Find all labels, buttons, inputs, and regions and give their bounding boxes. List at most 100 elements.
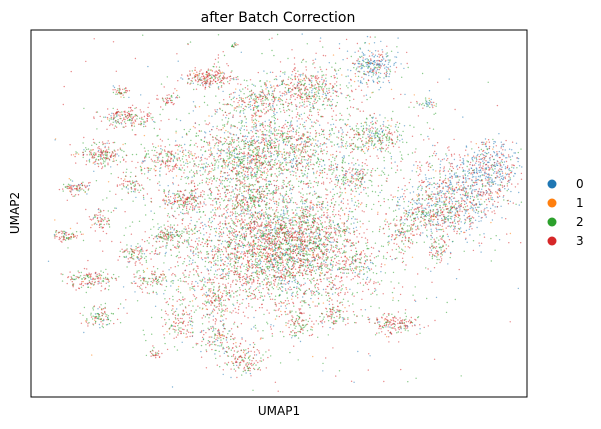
data-point <box>251 150 253 152</box>
data-point <box>303 173 305 175</box>
data-point <box>350 189 352 191</box>
data-point <box>245 230 247 233</box>
data-point <box>475 176 477 178</box>
data-point <box>222 143 224 145</box>
data-point <box>336 101 338 104</box>
data-point <box>318 247 321 250</box>
data-point <box>70 184 72 186</box>
data-point <box>363 181 366 183</box>
data-point <box>344 307 346 309</box>
data-point <box>374 135 376 137</box>
data-point <box>238 146 241 148</box>
data-point <box>342 177 344 179</box>
data-point <box>342 298 345 300</box>
data-point <box>265 156 267 158</box>
data-point <box>170 254 173 256</box>
data-point <box>427 181 429 183</box>
data-point <box>378 142 380 145</box>
data-point <box>280 163 282 166</box>
data-point <box>447 263 449 265</box>
data-point <box>261 212 263 215</box>
data-point <box>501 170 503 173</box>
data-point <box>359 174 361 176</box>
data-point <box>506 173 509 175</box>
data-point <box>383 319 386 321</box>
data-point <box>220 153 222 155</box>
data-point <box>202 168 205 170</box>
data-point <box>369 355 371 357</box>
data-point <box>270 192 273 194</box>
data-point <box>342 179 345 181</box>
data-point <box>490 185 493 187</box>
data-point <box>274 130 276 133</box>
data-point <box>297 283 299 285</box>
data-point <box>435 170 437 172</box>
data-point <box>158 227 160 229</box>
data-point <box>172 160 175 162</box>
data-point <box>300 113 302 116</box>
data-point <box>158 181 160 183</box>
data-point <box>388 136 391 138</box>
data-point <box>312 355 314 358</box>
data-point <box>55 233 57 235</box>
data-point <box>323 149 325 151</box>
data-point <box>133 125 136 127</box>
data-point <box>413 222 415 224</box>
data-point <box>217 257 219 259</box>
data-point <box>300 81 302 83</box>
data-point <box>234 213 236 215</box>
data-point <box>110 118 113 120</box>
data-point <box>184 226 186 228</box>
data-point <box>328 169 330 171</box>
data-point <box>417 186 419 189</box>
data-point <box>460 197 462 199</box>
data-point <box>272 192 274 194</box>
data-point <box>439 173 441 175</box>
data-point <box>208 226 211 228</box>
data-point <box>217 167 219 169</box>
data-point <box>312 301 314 303</box>
data-point <box>281 99 284 102</box>
data-point <box>410 239 413 241</box>
data-point <box>274 230 276 232</box>
data-point <box>259 229 262 231</box>
data-point <box>367 133 369 136</box>
data-point <box>286 248 288 250</box>
data-point <box>286 169 288 171</box>
data-point <box>140 118 143 120</box>
data-point <box>331 293 334 295</box>
data-point <box>513 175 515 177</box>
data-point <box>492 146 495 148</box>
data-point <box>435 198 437 200</box>
data-point <box>393 62 395 65</box>
data-point <box>341 156 344 159</box>
data-point <box>324 207 327 209</box>
data-point <box>398 134 401 136</box>
data-point <box>198 124 200 126</box>
data-point <box>313 190 316 193</box>
data-point <box>380 60 382 63</box>
data-point <box>387 144 390 147</box>
data-point <box>243 187 246 189</box>
data-point <box>235 342 237 344</box>
data-point <box>345 176 347 178</box>
data-point <box>279 84 281 87</box>
data-point <box>494 141 497 143</box>
data-point <box>301 236 304 238</box>
data-point <box>505 174 508 176</box>
data-point <box>492 148 494 150</box>
data-point <box>98 282 100 284</box>
data-point <box>213 264 215 266</box>
data-point <box>192 82 194 85</box>
data-point <box>356 139 359 141</box>
data-point <box>285 283 287 285</box>
data-point <box>401 188 403 190</box>
data-point <box>341 74 343 76</box>
data-point <box>428 90 431 92</box>
data-point <box>291 159 293 161</box>
data-point <box>290 123 292 125</box>
data-point <box>131 221 134 223</box>
data-point <box>481 203 483 205</box>
data-point <box>246 135 249 138</box>
data-point <box>468 217 470 220</box>
